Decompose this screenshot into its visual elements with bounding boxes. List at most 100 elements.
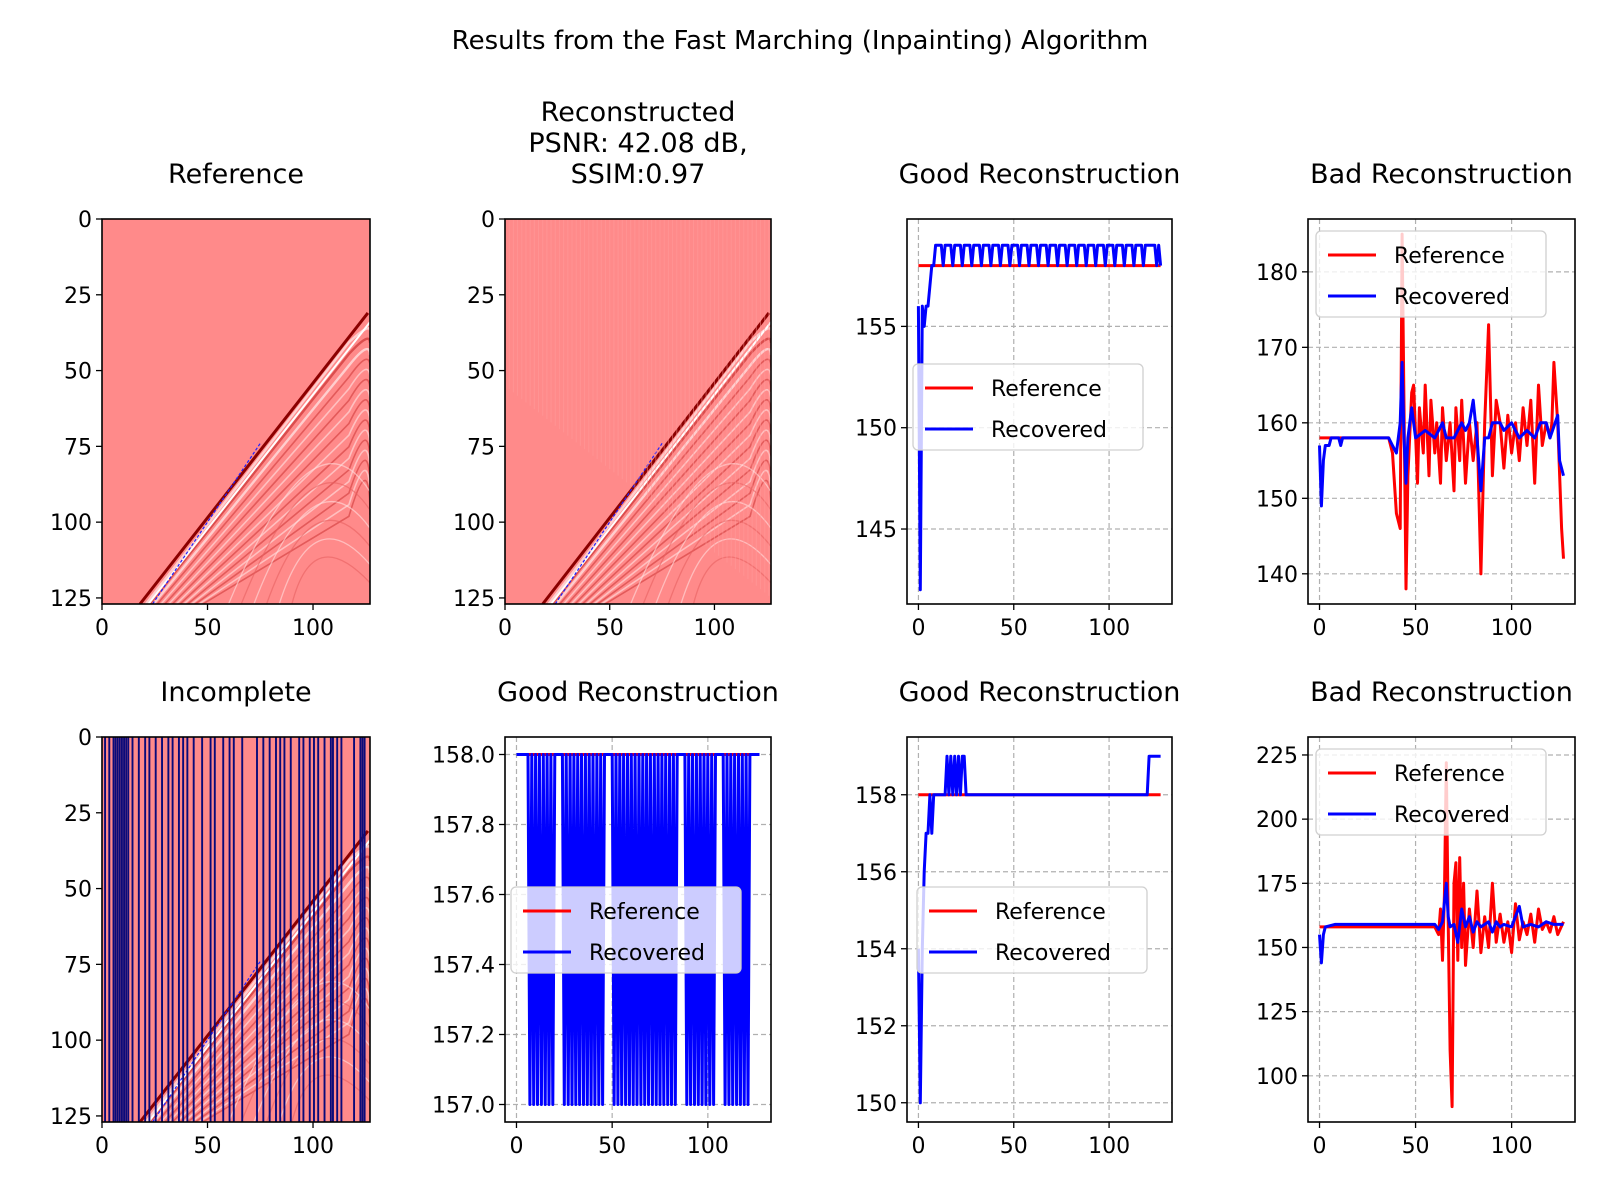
missing-trace [201, 737, 204, 1122]
y-tick-label: 157.6 [432, 884, 495, 909]
axes-frame [101, 218, 371, 605]
panel-1: Reference 0 50 100 0 25 50 75 100 125 [50, 159, 371, 641]
x-tick-label: 50 [1000, 1134, 1028, 1159]
axes-frame [101, 736, 371, 1123]
y-tick-label: 125 [50, 587, 92, 612]
missing-trace [283, 737, 286, 1122]
main-event-blue [152, 442, 261, 604]
y-tick-label: 155 [855, 315, 897, 340]
legend-label-recovered: Recovered [589, 941, 705, 966]
missing-trace [268, 737, 271, 1122]
missing-trace [289, 737, 292, 1122]
legend-label-recovered: Recovered [1394, 285, 1510, 310]
missing-trace [302, 737, 305, 1122]
y-tick-label: 225 [1256, 744, 1298, 769]
x-tick-label: 0 [911, 616, 925, 641]
missing-trace [323, 737, 326, 1122]
missing-trace [241, 737, 244, 1122]
legend-label-reference: Reference [589, 900, 700, 925]
legend: Reference Recovered [916, 886, 1148, 974]
y-tick-label: 150 [1256, 936, 1298, 961]
y-tick-label: 125 [453, 587, 495, 612]
x-tick-label: 100 [292, 616, 334, 641]
legend: Reference Recovered [1315, 748, 1547, 836]
series-recovered [916, 243, 1163, 592]
x-tick-label: 0 [498, 616, 512, 641]
y-tick-label: 50 [467, 360, 495, 385]
y-tick-label: 180 [1256, 261, 1298, 286]
y-tick-label: 125 [50, 1105, 92, 1130]
panel-title: Good Reconstruction [899, 677, 1181, 708]
y-tick-label: 75 [467, 435, 495, 460]
missing-trace [279, 737, 282, 1122]
missing-trace [127, 737, 130, 1122]
panel-title: Good Reconstruction [899, 159, 1181, 190]
x-tick-label: 50 [194, 616, 222, 641]
series-recovered [1318, 881, 1564, 965]
main-event-white [147, 321, 370, 604]
panel-title: Reference [168, 159, 304, 190]
main-event-white [550, 321, 771, 604]
missing-trace [123, 737, 126, 1122]
x-tick-label: 50 [194, 1134, 222, 1159]
missing-trace [256, 737, 258, 1122]
main-event-red [138, 312, 370, 604]
y-tick-label: 157.2 [432, 1024, 495, 1049]
x-tick-label: 50 [1000, 616, 1028, 641]
x-tick-label: 0 [95, 1134, 109, 1159]
x-tick-label: 50 [1402, 1134, 1430, 1159]
y-tick-label: 145 [855, 518, 897, 543]
missing-trace [118, 737, 121, 1122]
panel-title: PSNR: 42.08 dB, [528, 128, 747, 159]
y-tick-label: 75 [64, 435, 92, 460]
y-tick-label: 200 [1256, 808, 1298, 833]
y-tick-label: 150 [855, 417, 897, 442]
missing-trace [192, 737, 195, 1122]
panel-title: Bad Reconstruction [1310, 159, 1573, 190]
missing-trace [332, 737, 334, 1122]
legend: Reference Recovered [1315, 230, 1547, 318]
x-tick-label: 0 [1313, 1134, 1327, 1159]
series-recovered [1318, 360, 1565, 508]
x-tick-label: 50 [596, 616, 624, 641]
y-tick-label: 150 [1256, 487, 1298, 512]
y-tick-label: 100 [50, 511, 92, 536]
missing-trace [213, 737, 216, 1122]
missing-trace [313, 737, 315, 1122]
panel-title: Good Reconstruction [497, 677, 779, 708]
missing-trace [222, 737, 225, 1122]
y-tick-label: 100 [1256, 1065, 1298, 1090]
panel-4: Bad Reconstruction 0 50 100 140 150 160 170 180 R… [1256, 159, 1576, 641]
axes-frame [1307, 736, 1576, 1123]
y-tick-label: 100 [50, 1029, 92, 1054]
missing-trace [120, 737, 123, 1122]
y-tick-label: 50 [64, 360, 92, 385]
y-tick-label: 0 [78, 208, 92, 233]
y-tick-label: 100 [453, 511, 495, 536]
missing-trace [108, 737, 111, 1122]
missing-trace [228, 737, 231, 1122]
y-tick-label: 152 [855, 1015, 897, 1040]
x-tick-label: 0 [1313, 616, 1327, 641]
figure-suptitle: Results from the Fast Marching (Inpainti… [452, 26, 1149, 56]
missing-trace [262, 737, 265, 1122]
missing-trace [161, 737, 163, 1122]
missing-trace [131, 737, 134, 1122]
legend-label-recovered: Recovered [995, 941, 1111, 966]
axes-frame [906, 218, 1173, 605]
missing-trace [104, 737, 107, 1122]
missing-trace [125, 737, 128, 1122]
missing-trace [182, 737, 185, 1122]
x-tick-label: 100 [687, 1134, 729, 1159]
y-tick-label: 0 [481, 208, 495, 233]
panel-title: Bad Reconstruction [1310, 677, 1573, 708]
x-tick-label: 100 [1088, 616, 1130, 641]
y-tick-label: 156 [855, 861, 897, 886]
y-tick-label: 125 [1256, 1001, 1298, 1026]
main-event-blue [554, 442, 663, 604]
x-tick-label: 50 [598, 1134, 626, 1159]
axes-frame [504, 736, 772, 1123]
missing-trace [144, 737, 147, 1122]
missing-trace [167, 737, 170, 1122]
